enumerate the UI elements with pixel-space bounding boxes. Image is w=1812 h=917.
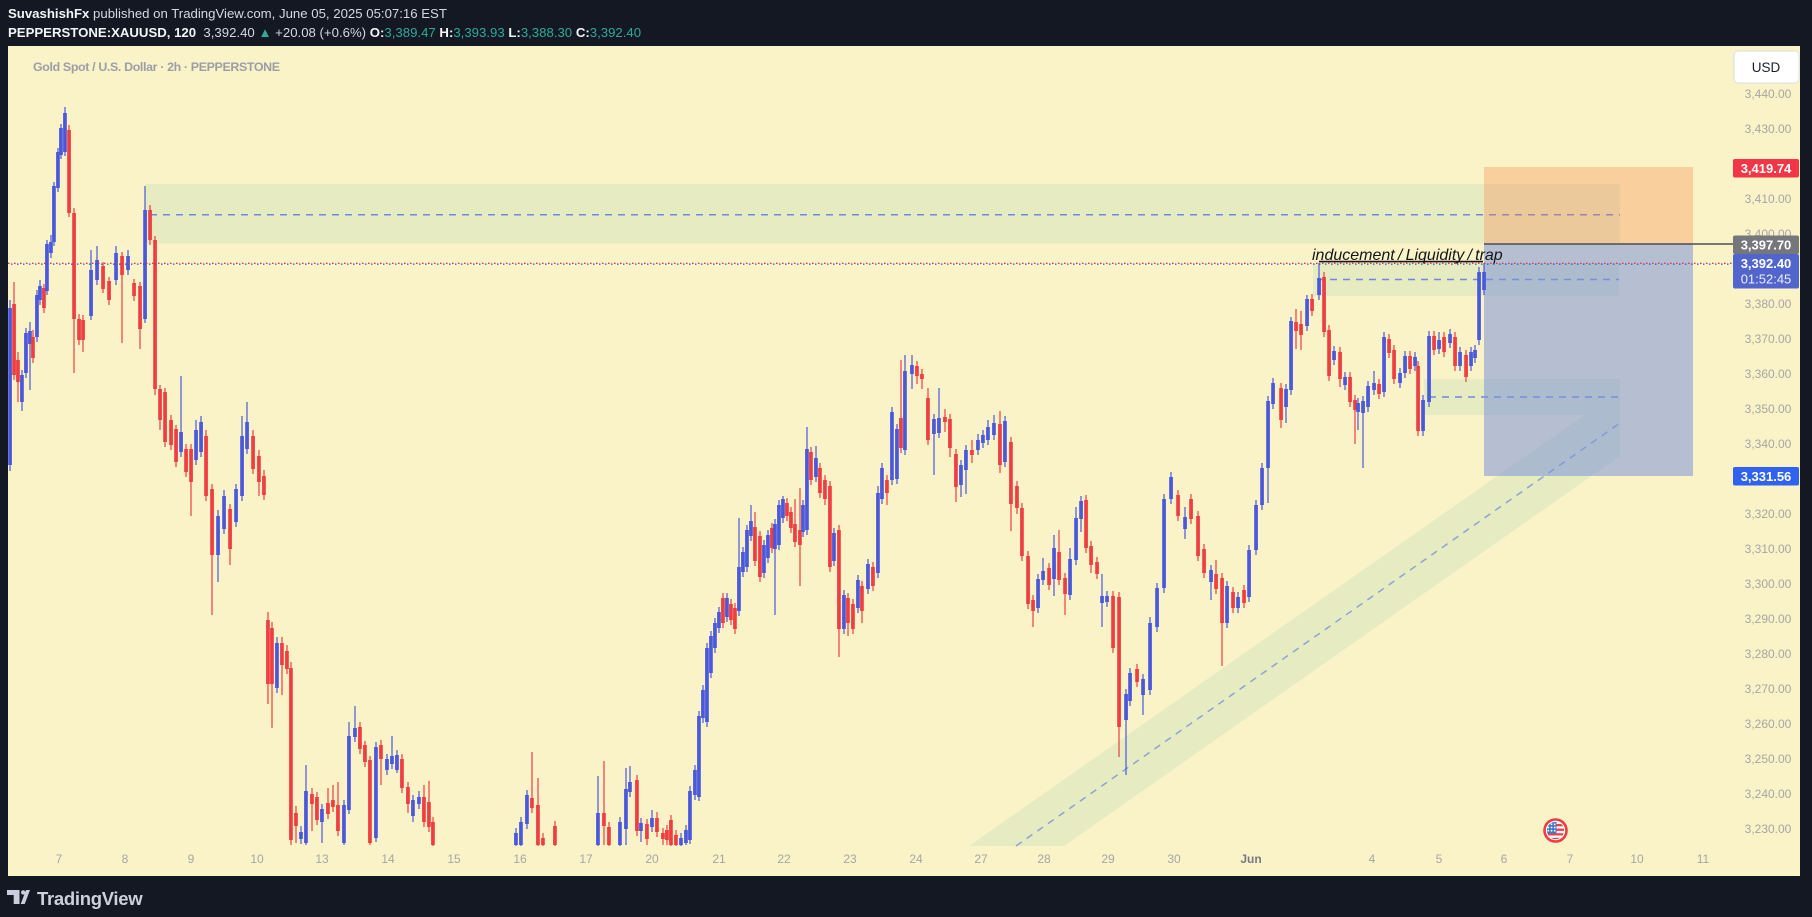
- svg-text:01:52:45: 01:52:45: [1741, 272, 1792, 287]
- svg-text:10: 10: [250, 852, 264, 866]
- svg-text:3,250.00: 3,250.00: [1745, 752, 1792, 766]
- svg-text:23: 23: [843, 852, 857, 866]
- svg-text:10: 10: [1630, 852, 1644, 866]
- svg-text:21: 21: [712, 852, 726, 866]
- svg-text:USD: USD: [1752, 60, 1781, 75]
- svg-text:28: 28: [1037, 852, 1051, 866]
- svg-text:3,331.56: 3,331.56: [1741, 469, 1792, 484]
- svg-text:22: 22: [777, 852, 791, 866]
- svg-text:3,410.00: 3,410.00: [1745, 192, 1792, 206]
- svg-text:3,340.00: 3,340.00: [1745, 437, 1792, 451]
- svg-text:5: 5: [1436, 852, 1443, 866]
- svg-text:3,300.00: 3,300.00: [1745, 577, 1792, 591]
- svg-text:11: 11: [1697, 852, 1710, 866]
- svg-text:20: 20: [645, 852, 659, 866]
- svg-text:3,280.00: 3,280.00: [1745, 647, 1792, 661]
- svg-text:3,310.00: 3,310.00: [1745, 542, 1792, 556]
- svg-text:30: 30: [1167, 852, 1181, 866]
- svg-text:3,290.00: 3,290.00: [1745, 612, 1792, 626]
- svg-text:27: 27: [974, 852, 988, 866]
- svg-text:3,350.00: 3,350.00: [1745, 402, 1792, 416]
- svg-text:7: 7: [1567, 852, 1574, 866]
- svg-text:4: 4: [1369, 852, 1376, 866]
- svg-text:inducement / Liquidity / trap: inducement / Liquidity / trap: [1312, 247, 1503, 264]
- svg-text:3,360.00: 3,360.00: [1745, 367, 1792, 381]
- svg-text:3,270.00: 3,270.00: [1745, 682, 1792, 696]
- svg-text:Gold Spot / U.S. Dollar · 2h ·: Gold Spot / U.S. Dollar · 2h · PEPPERSTO…: [33, 60, 280, 74]
- svg-text:13: 13: [315, 852, 329, 866]
- svg-text:9: 9: [188, 852, 195, 866]
- svg-text:3,230.00: 3,230.00: [1745, 822, 1792, 836]
- svg-text:Jun: Jun: [1240, 852, 1261, 866]
- svg-text:3,419.74: 3,419.74: [1741, 161, 1792, 176]
- svg-text:3,320.00: 3,320.00: [1745, 507, 1792, 521]
- svg-text:3,392.40: 3,392.40: [1741, 256, 1792, 271]
- svg-text:3,240.00: 3,240.00: [1745, 787, 1792, 801]
- svg-text:24: 24: [909, 852, 923, 866]
- svg-text:15: 15: [447, 852, 461, 866]
- svg-text:3,370.00: 3,370.00: [1745, 332, 1792, 346]
- svg-text:3,260.00: 3,260.00: [1745, 717, 1792, 731]
- svg-text:3,430.00: 3,430.00: [1745, 122, 1792, 136]
- svg-text:3,380.00: 3,380.00: [1745, 297, 1792, 311]
- svg-text:3,440.00: 3,440.00: [1745, 87, 1792, 101]
- svg-text:29: 29: [1101, 852, 1115, 866]
- svg-text:3,397.70: 3,397.70: [1741, 237, 1792, 252]
- svg-text:7: 7: [56, 852, 63, 866]
- svg-text:14: 14: [381, 852, 395, 866]
- svg-text:8: 8: [122, 852, 129, 866]
- svg-text:17: 17: [579, 852, 593, 866]
- svg-text:16: 16: [513, 852, 527, 866]
- svg-text:6: 6: [1501, 852, 1508, 866]
